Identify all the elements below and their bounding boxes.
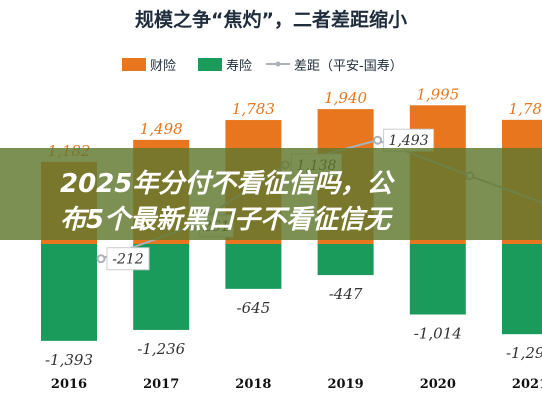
legend-life-label: 寿险 (226, 59, 252, 74)
label-life-2018: -645 (237, 299, 271, 317)
label-life-2020: -1,014 (414, 324, 462, 342)
legend-gap-label: 差距（平安-国寿） (294, 59, 403, 74)
legend-life-swatch (198, 58, 222, 71)
legend-gap-marker (275, 61, 281, 67)
gap-point-2019 (373, 135, 383, 145)
legend-property-label: 财险 (150, 59, 176, 74)
bar-life-2019 (317, 244, 374, 276)
bar-life-2021 (502, 244, 542, 335)
label-life-2021: -1,297 (506, 344, 542, 362)
label-property-2021: 1,786 (509, 100, 542, 118)
label-property-2020: 1,995 (416, 85, 459, 103)
banner-line-1: 2025年分付不看征信吗，公 (60, 169, 395, 199)
legend: 财险 寿险 差距（平安-国寿） (122, 58, 403, 74)
legend-property-swatch (122, 58, 146, 71)
year-label-2021: 2021 (512, 377, 542, 392)
label-property-2018: 1,783 (232, 100, 275, 118)
bar-life-2016 (41, 244, 97, 341)
label-property-2019: 1,940 (324, 89, 367, 107)
bar-life-2020 (409, 244, 466, 315)
gap-label-2016: -212 (112, 252, 144, 268)
banner-line-2: 布5个最新黑口子不看征信无 (60, 205, 393, 235)
year-label-2019: 2019 (328, 377, 364, 392)
label-life-2016: -1,393 (45, 351, 93, 369)
year-label-2018: 2018 (235, 377, 271, 392)
year-label-2017: 2017 (143, 377, 179, 392)
labels-layer: 1,182-1,3931,498-1,2361,783-6451,940-447… (45, 85, 542, 369)
label-life-2017: -1,236 (137, 340, 185, 358)
banner-background (0, 148, 542, 240)
year-label-2020: 2020 (420, 377, 456, 392)
chart-title: 规模之争“焦灼”，二者差距缩小 (135, 8, 407, 31)
label-property-2017: 1,498 (140, 120, 183, 138)
bar-life-2018 (225, 244, 282, 289)
banner: 2025年分付不看征信吗，公 布5个最新黑口子不看征信无 (0, 148, 542, 240)
gap-label-2019: 1,493 (389, 133, 429, 149)
label-life-2019: -447 (329, 285, 363, 303)
gap-point-2016 (96, 254, 106, 264)
x-axis-labels: 2016 2017 2018 2019 2020 2021 (51, 377, 542, 392)
gap-label-box-2016 (106, 247, 150, 271)
year-label-2016: 2016 (51, 377, 87, 392)
